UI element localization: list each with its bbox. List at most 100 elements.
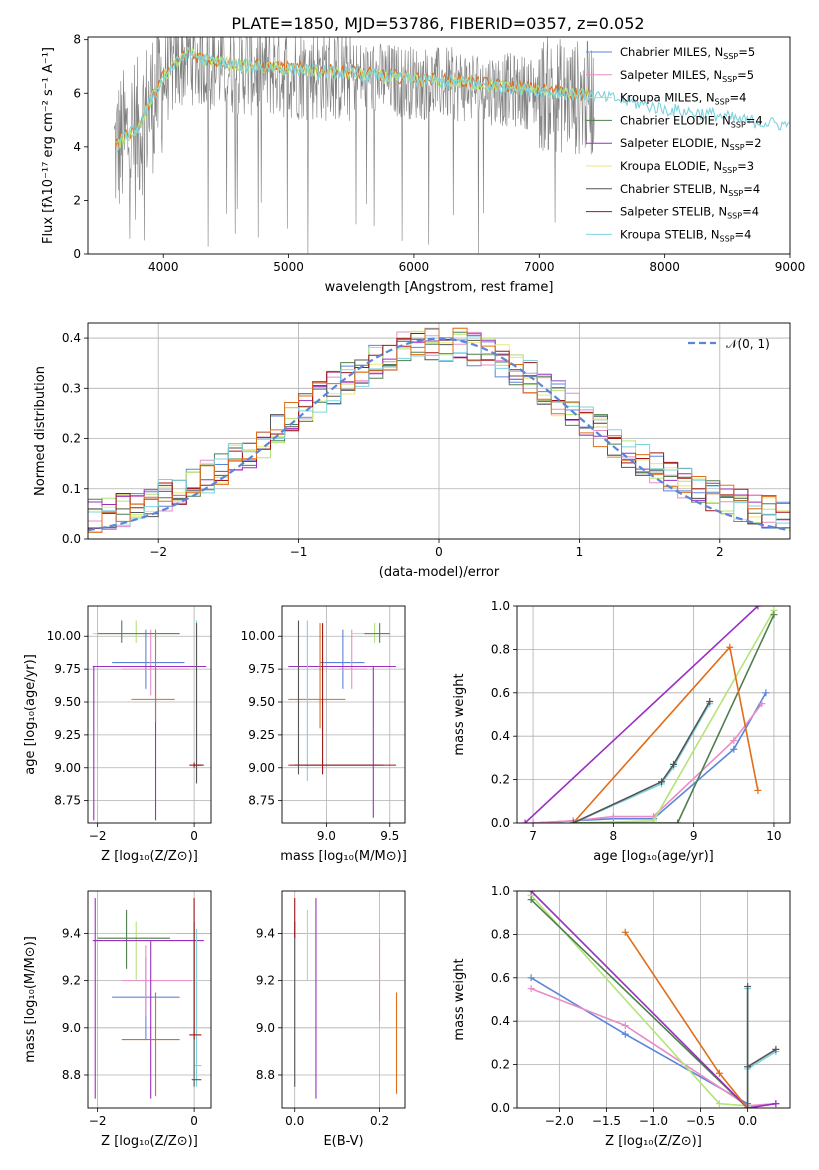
series-marker (706, 697, 714, 705)
y-tick-label: 9.4 (62, 926, 81, 940)
x-axis-label: Z [log₁₀(Z/Z⊙)] (101, 849, 198, 864)
x-tick-label: 1 (576, 545, 584, 559)
axes-frame (516, 890, 791, 1109)
y-tick-label: 9.25 (54, 728, 81, 742)
y-tick-label: 0.6 (491, 971, 510, 985)
model-spectrum (115, 46, 790, 153)
y-tick-label: 0.8 (491, 927, 510, 941)
x-tick-label: −1 (290, 545, 308, 559)
x-tick-label: 9000 (775, 260, 806, 274)
series-marker (754, 606, 762, 610)
y-axis-label: Normed distribution (33, 366, 48, 496)
x-tick-label: 8000 (649, 260, 680, 274)
y-tick-label: 0.2 (62, 432, 81, 446)
series-marker (715, 1100, 723, 1108)
panel-massweight_vs_age: 7 8 9 10 0.0 0.2 0.4 0.6 0.8 1.0 age [log₁₀(age/yr… (452, 599, 791, 864)
y-tick-label: 0.4 (62, 331, 81, 345)
series-marker (726, 643, 734, 651)
series-line (573, 614, 775, 823)
x-tick-label: 4000 (148, 260, 179, 274)
legend-entry: Kroupa STELIB, NSSP=4 (620, 227, 751, 243)
y-tick-label: 1.0 (491, 884, 510, 898)
series-marker (609, 812, 617, 820)
panel-massweight_vs_Z: −2.0 −1.5 −1.0 −0.5 0.0 0.0 0.2 0.4 0.6 0.8 1.0 Z [… (452, 884, 791, 1149)
x-tick-label: 7000 (524, 260, 555, 274)
panel-age_vs_Z: −2 0 8.75 9.00 9.25 9.50 9.75 10.00 Z [log₁₀(Z/Z… (23, 605, 212, 864)
series-marker (621, 1030, 629, 1038)
panel-residuals: −2 −1 0 1 2 0.0 0.1 0.2 0.3 0.4 (data-model)/error… (33, 322, 791, 580)
series-marker (658, 778, 666, 786)
y-tick-label: 9.75 (248, 662, 275, 676)
legend-entry: Chabrier STELIB, NSSP=4 (620, 182, 760, 198)
series-line (572, 645, 759, 823)
x-tick-label: 0 (190, 829, 198, 843)
y-tick-label: 8.75 (54, 794, 81, 808)
plot-area (521, 606, 778, 823)
y-tick-label: 9.0 (62, 1021, 81, 1035)
y-tick-label: 9.4 (256, 926, 275, 940)
y-tick-label: 9.50 (248, 695, 275, 709)
x-axis-label: E(B-V) (323, 1134, 363, 1149)
y-axis-label: mass weight (452, 673, 467, 755)
x-tick-label: −1.5 (592, 1114, 621, 1128)
legend: 𝒩(0, 1) (688, 337, 770, 351)
legend-entry: Chabrier MILES, NSSP=5 (620, 45, 755, 61)
y-tick-label: 8 (73, 33, 81, 47)
legend-entry: Salpeter ELODIE, NSSP=2 (620, 136, 762, 152)
x-axis-label: wavelength [Angstrom, rest frame] (325, 280, 554, 295)
y-tick-label: 0.6 (491, 686, 510, 700)
x-tick-label: −1.0 (639, 1114, 668, 1128)
x-tick-label: 6000 (399, 260, 430, 274)
figure-title: PLATE=1850, MJD=53786, FIBERID=0357, z=0… (231, 14, 644, 33)
series-line (533, 692, 767, 823)
plot-area (92, 620, 207, 821)
y-tick-label: 0.2 (491, 1058, 510, 1072)
y-axis-label: Flux [fλ10⁻¹⁷ erg cm⁻² s⁻¹ A⁻¹] (41, 47, 56, 244)
series-marker (569, 819, 577, 823)
series-line (572, 703, 711, 823)
series-marker (527, 985, 535, 993)
series-marker (674, 819, 682, 823)
series-marker (730, 745, 738, 753)
x-tick-label: 5000 (273, 260, 304, 274)
x-tick-label: 0.0 (738, 1114, 757, 1128)
y-tick-label: 1.0 (491, 599, 510, 613)
series-marker (744, 1104, 752, 1108)
y-tick-label: 9.25 (248, 728, 275, 742)
axes-frame (87, 36, 791, 255)
series-line (524, 606, 759, 823)
plot-area (114, 37, 790, 254)
panel-ebv: 0.0 0.2 8.8 9.0 9.2 9.4 E(B-V) (256, 890, 406, 1149)
x-tick-label: −2 (89, 829, 107, 843)
plot-area (92, 898, 204, 1099)
series-marker (744, 982, 752, 990)
y-tick-label: 6 (73, 86, 81, 100)
observed-spectrum (114, 37, 595, 254)
series-line (746, 986, 777, 1108)
plot-area (294, 898, 398, 1099)
axes-frame (516, 605, 791, 824)
series-marker (762, 689, 770, 697)
x-tick-label: 9.5 (380, 829, 399, 843)
y-tick-label: 0.2 (491, 773, 510, 787)
y-tick-label: 9.00 (248, 761, 275, 775)
axes-frame (87, 890, 212, 1109)
x-axis-label: (data-model)/error (379, 565, 500, 580)
y-axis-label: mass [log₁₀(M/M⊙)] (23, 936, 38, 1063)
y-tick-label: 9.2 (256, 974, 275, 988)
legend-entry: Chabrier ELODIE, NSSP=4 (620, 113, 763, 129)
y-tick-label: 4 (73, 140, 81, 154)
axes-frame (87, 605, 212, 824)
x-tick-label: 0.0 (285, 1114, 304, 1128)
y-tick-label: 0.8 (491, 642, 510, 656)
y-axis-label: mass weight (452, 958, 467, 1040)
x-tick-label: −2 (89, 1114, 107, 1128)
panel-mass_vs_Z: −2 0 8.8 9.0 9.2 9.4 Z [log₁₀(Z/Z⊙)] mass [log₁… (23, 890, 212, 1149)
y-tick-label: 8.8 (256, 1068, 275, 1082)
y-tick-label: 8.8 (62, 1068, 81, 1082)
legend-entry: Kroupa MILES, NSSP=4 (620, 91, 746, 107)
legend-entry: Salpeter MILES, NSSP=5 (620, 68, 754, 84)
y-tick-label: 9.75 (54, 662, 81, 676)
series-marker (715, 1069, 723, 1077)
series-marker (744, 1063, 752, 1071)
